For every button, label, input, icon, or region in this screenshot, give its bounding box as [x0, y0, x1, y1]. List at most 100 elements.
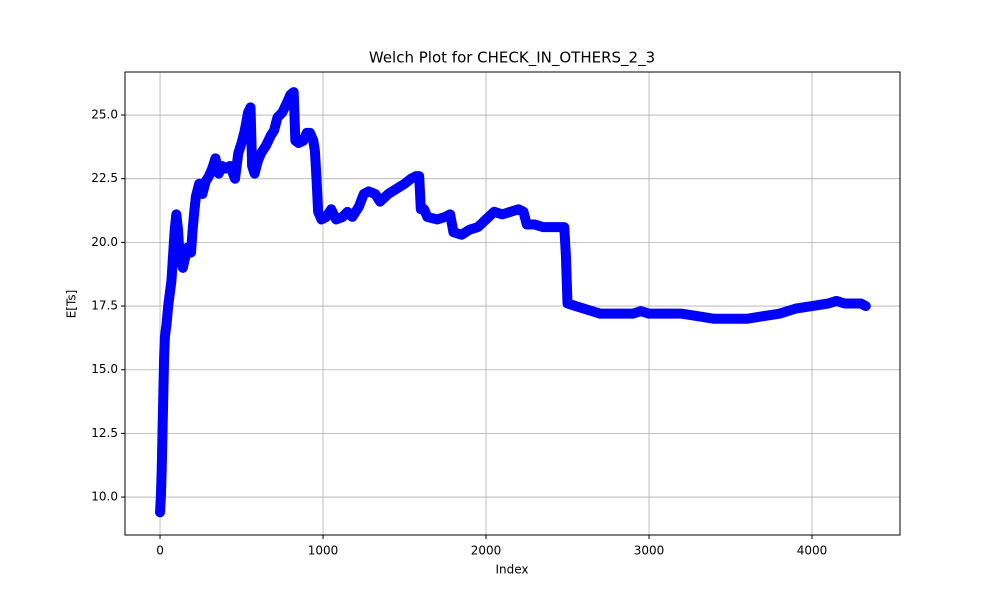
- marker: [163, 301, 173, 311]
- marker: [848, 299, 858, 308]
- marker: [354, 202, 364, 212]
- marker: [225, 161, 235, 171]
- marker: [204, 171, 214, 181]
- marker: [256, 148, 266, 158]
- marker: [308, 136, 318, 146]
- marker: [519, 207, 529, 217]
- marker: [233, 148, 243, 158]
- marker: [157, 428, 167, 438]
- x-tick-label: 4000: [797, 544, 828, 558]
- marker: [310, 146, 320, 156]
- marker: [370, 189, 380, 199]
- marker: [840, 299, 850, 308]
- marker: [214, 169, 224, 179]
- marker: [375, 197, 385, 207]
- marker: [693, 311, 703, 321]
- marker: [636, 306, 646, 316]
- series-line: [155, 87, 871, 518]
- marker: [282, 97, 292, 107]
- marker: [457, 230, 467, 240]
- marker: [419, 204, 429, 214]
- x-tick-label: 3000: [634, 544, 665, 558]
- y-tick-label: 10.0: [91, 490, 118, 504]
- marker: [159, 352, 169, 362]
- marker: [261, 141, 271, 151]
- marker: [677, 309, 687, 319]
- marker: [162, 319, 172, 329]
- marker: [823, 299, 833, 308]
- marker: [628, 309, 638, 319]
- marker: [497, 209, 507, 219]
- marker: [269, 125, 279, 135]
- marker: [791, 304, 801, 314]
- marker: [742, 314, 752, 324]
- marker: [422, 212, 432, 222]
- marker: [709, 314, 719, 324]
- marker: [188, 225, 198, 235]
- marker: [559, 222, 569, 232]
- marker: [250, 169, 260, 179]
- marker: [391, 184, 401, 194]
- marker: [563, 299, 573, 308]
- marker: [160, 332, 170, 342]
- marker: [289, 87, 299, 97]
- marker: [155, 507, 165, 517]
- marker: [156, 492, 166, 502]
- marker: [505, 207, 515, 217]
- marker: [186, 248, 196, 258]
- marker: [179, 255, 189, 265]
- x-tick-label: 2000: [471, 544, 502, 558]
- marker: [465, 225, 475, 235]
- marker: [305, 128, 315, 138]
- x-tick-label: 1000: [308, 544, 339, 558]
- marker: [571, 301, 581, 311]
- marker: [861, 301, 871, 311]
- marker: [240, 125, 250, 135]
- marker: [644, 309, 654, 319]
- marker: [473, 222, 483, 232]
- marker: [158, 390, 168, 400]
- y-tick-label: 15.0: [91, 362, 118, 376]
- marker: [538, 222, 548, 232]
- marker: [579, 304, 589, 314]
- marker: [660, 309, 670, 319]
- marker: [230, 174, 240, 184]
- y-axis-label: E[Ts]: [65, 290, 79, 319]
- marker: [400, 179, 410, 189]
- marker: [595, 309, 605, 319]
- marker: [414, 171, 424, 181]
- marker: [551, 222, 561, 232]
- marker: [313, 207, 323, 217]
- marker: [237, 138, 247, 148]
- marker: [166, 276, 176, 286]
- marker: [611, 309, 621, 319]
- marker: [277, 107, 287, 117]
- marker: [298, 136, 308, 146]
- marker: [481, 214, 491, 224]
- marker: [725, 314, 735, 324]
- marker: [171, 209, 181, 219]
- marker: [445, 209, 455, 219]
- marker: [383, 189, 393, 199]
- y-tick-label: 12.5: [91, 426, 118, 440]
- x-tick-label: 0: [156, 544, 164, 558]
- marker: [448, 227, 458, 237]
- marker: [522, 220, 532, 230]
- marker: [321, 212, 331, 222]
- marker: [197, 189, 207, 199]
- y-tick-label: 22.5: [91, 171, 118, 185]
- marker: [207, 164, 217, 174]
- marker: [326, 204, 336, 214]
- marker: [561, 250, 571, 260]
- marker: [173, 225, 183, 235]
- marker: [530, 220, 540, 230]
- marker: [774, 309, 784, 319]
- marker: [831, 296, 841, 306]
- marker: [168, 250, 178, 260]
- marker: [245, 102, 255, 112]
- marker: [210, 153, 220, 163]
- marker: [312, 174, 322, 184]
- marker: [807, 301, 817, 311]
- chart-title: Welch Plot for CHECK_IN_OTHERS_2_3: [369, 49, 655, 68]
